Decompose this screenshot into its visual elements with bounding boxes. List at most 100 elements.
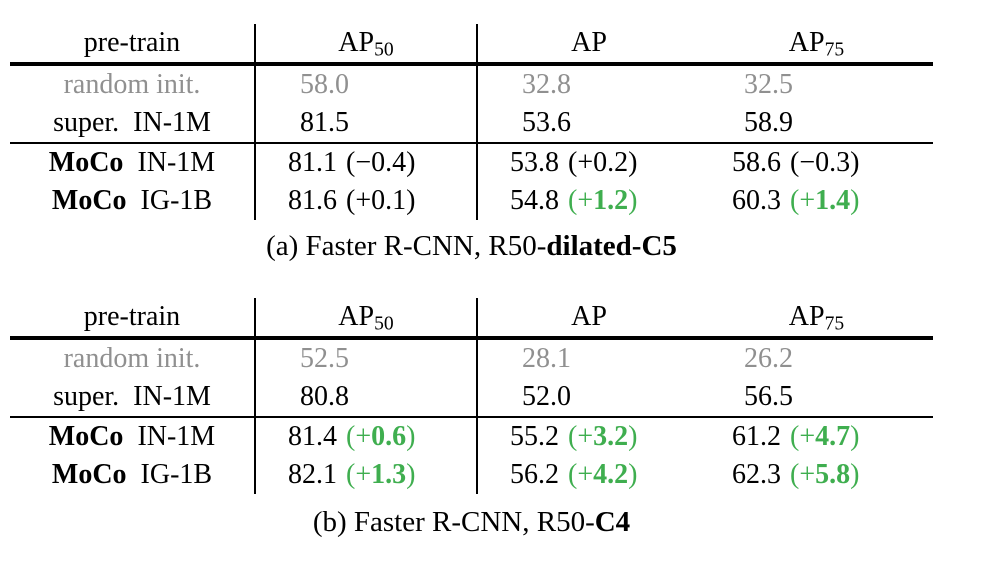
delta-badge: +1.2 (568, 185, 637, 216)
ap-cell: 53.8 +0.2 (477, 143, 700, 182)
ap50-cell: 81.1 −0.4 (255, 143, 478, 182)
pretrain-label: super. IN-1M (53, 381, 211, 412)
table-row-moco-in1m: MoCo IN-1M 81.1 −0.4 53.8 +0.2 58.6−0.3 (10, 143, 933, 182)
ap75-cell: 26.2 (700, 338, 933, 378)
ap-cell: 53.6 (477, 104, 700, 143)
delta-sign: + (355, 421, 372, 452)
ap-value: 32.8 (522, 69, 571, 100)
column-header-ap50: AP50 (255, 298, 478, 338)
dataset-label: IN-1M (123, 147, 216, 178)
moco-label: MoCo (51, 459, 127, 490)
ap75-value: 62.3 (732, 459, 781, 490)
ap-header-label: AP (571, 27, 607, 58)
table-row-moco-in1m: MoCo IN-1M 81.4 +0.6 55.2 +3.2 61.2 +4.7 (10, 417, 933, 456)
ap50-cell: 82.1 +1.3 (255, 456, 478, 494)
ap75-value: 61.2 (732, 421, 781, 452)
caption-b-text: (b) Faster R-CNN, R50- (312, 506, 595, 538)
table-row-supervised: super. IN-1M 81.5 53.6 58.9 (10, 104, 933, 143)
ap-value: 53.8 (510, 147, 559, 178)
delta-number: 0.1 (371, 185, 407, 216)
pretrain-header-label: pre-train (83, 301, 181, 332)
delta-badge: +4.2 (568, 459, 637, 490)
pretrain-cell: super. IN-1M (10, 104, 256, 143)
pretrain-label: random init. (63, 343, 201, 374)
pretrain-cell: super. IN-1M (10, 378, 256, 417)
ap50-cell: 80.8 (255, 378, 478, 417)
ap50-cell: 58.0 (255, 64, 478, 104)
ap-value: 54.8 (510, 185, 559, 216)
delta-number: 1.4 (815, 185, 851, 216)
table-a-header-row: pre-train AP50 AP AP75 (10, 24, 933, 64)
pretrain-cell: MoCo IN-1M (10, 417, 256, 456)
table-row-supervised: super. IN-1M 80.8 52.0 56.5 (10, 378, 933, 417)
results-table-a: pre-train AP50 AP AP75 random init. 58.0… (10, 24, 933, 220)
column-header-pretrain: pre-train (10, 298, 256, 338)
table-b-header-row: pre-train AP50 AP AP75 (10, 298, 933, 338)
caption-b-bold-text: C4 (594, 506, 631, 538)
caption-a: (a) Faster R-CNN, R50-dilated-C5 (10, 230, 933, 262)
pretrain-cell: MoCo IG-1B (10, 456, 256, 494)
ap75-header-subscript: 75 (824, 313, 845, 335)
column-header-ap: AP (477, 298, 700, 338)
delta-number: 0.2 (593, 147, 629, 178)
ap50-header-label: AP (338, 301, 375, 332)
ap-value: 28.1 (522, 343, 571, 374)
delta-number: 5.8 (815, 459, 851, 490)
delta-badge: −0.4 (346, 147, 415, 178)
ap75-header-label: AP (788, 301, 825, 332)
column-header-pretrain: pre-train (10, 24, 256, 64)
moco-label: MoCo (48, 421, 124, 452)
pretrain-header-label: pre-train (83, 27, 181, 58)
column-header-ap75: AP75 (700, 298, 933, 338)
ap75-cell: 61.2 +4.7 (700, 417, 933, 456)
pretrain-cell: random init. (10, 338, 256, 378)
ap50-value: 81.1 (288, 147, 337, 178)
ap75-cell: 62.3 +5.8 (700, 456, 933, 494)
pretrain-label: MoCo IG-1B (52, 459, 212, 490)
delta-number: 1.3 (371, 459, 407, 490)
ap50-value: 82.1 (288, 459, 337, 490)
delta-sign: + (799, 185, 816, 216)
ap-value: 55.2 (510, 421, 559, 452)
delta-badge: +0.1 (346, 185, 415, 216)
delta-sign: + (799, 421, 816, 452)
ap50-cell: 81.5 (255, 104, 478, 143)
ap75-cell: 58.9 (700, 104, 933, 143)
delta-sign: + (355, 459, 372, 490)
delta-badge: +1.4 (790, 185, 859, 216)
column-header-ap75: AP75 (700, 24, 933, 64)
ap-header-label: AP (571, 301, 607, 332)
ap-value: 56.2 (510, 459, 559, 490)
ap75-value: 56.5 (744, 381, 793, 412)
delta-badge: +5.8 (790, 459, 859, 490)
column-header-ap50: AP50 (255, 24, 478, 64)
delta-badge: +4.7 (790, 421, 859, 452)
pretrain-label: MoCo IG-1B (52, 185, 212, 216)
ap75-cell: 60.3 +1.4 (700, 182, 933, 220)
column-header-ap: AP (477, 24, 700, 64)
ap50-header-label: AP (338, 27, 375, 58)
ap-cell: 56.2 +4.2 (477, 456, 700, 494)
ap-cell: 54.8 +1.2 (477, 182, 700, 220)
delta-badge: +0.2 (568, 147, 637, 178)
pretrain-cell: random init. (10, 64, 256, 104)
table-row-random-init: random init. 52.5 28.1 26.2 (10, 338, 933, 378)
ap75-value: 58.9 (744, 107, 793, 138)
pretrain-label: MoCo IN-1M (49, 147, 215, 178)
delta-badge: +3.2 (568, 421, 637, 452)
ap75-header-label: AP (788, 27, 825, 58)
delta-badge: +1.3 (346, 459, 415, 490)
delta-sign: + (577, 185, 594, 216)
ap-cell: 32.8 (477, 64, 700, 104)
delta-sign: + (355, 185, 372, 216)
ap50-value: 81.5 (300, 107, 349, 138)
results-table-b: pre-train AP50 AP AP75 random init. 52.5… (10, 298, 933, 494)
pretrain-cell: MoCo IN-1M (10, 143, 256, 182)
delta-number: 0.3 (815, 147, 851, 178)
table-row-moco-ig1b: MoCo IG-1B 82.1 +1.3 56.2 +4.2 62.3 +5.8 (10, 456, 933, 494)
ap50-value: 80.8 (300, 381, 349, 412)
moco-label: MoCo (51, 185, 127, 216)
ap75-cell: 58.6−0.3 (700, 143, 933, 182)
ap50-cell: 81.4 +0.6 (255, 417, 478, 456)
delta-sign: + (577, 421, 594, 452)
